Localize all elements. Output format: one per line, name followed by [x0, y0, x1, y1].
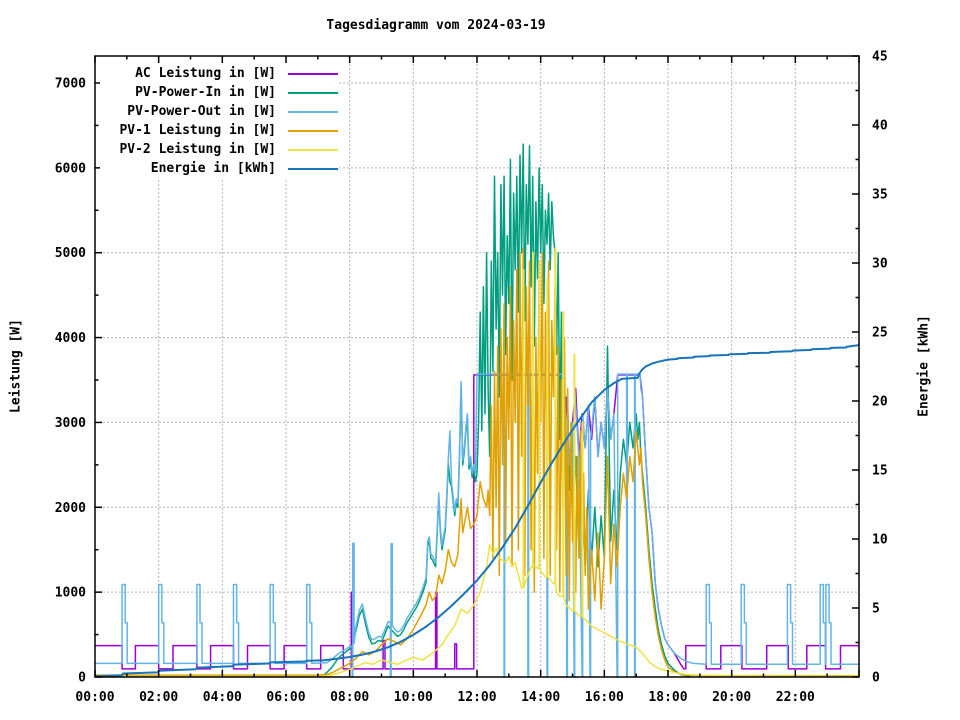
- y-right-tick-label: 40: [872, 119, 888, 134]
- legend-label: PV-Power-Out in [W]: [127, 104, 276, 119]
- y-right-tick-label: 25: [872, 326, 888, 341]
- legend-color-sample: [288, 110, 338, 113]
- series-pv_in: [322, 143, 691, 678]
- legend-item-pv2: PV-2 Leistung in [W]: [100, 140, 338, 159]
- legend-item-energie: Energie in [kWh]: [100, 159, 338, 178]
- y-right-tick-label: 20: [872, 395, 888, 410]
- y-left-tick-label: 1000: [55, 586, 86, 601]
- y-left-tick-label: 0: [78, 671, 86, 686]
- right-axis-label: Energie [kWh]: [916, 315, 932, 417]
- y-right-tick-label: 45: [872, 50, 888, 65]
- legend-item-pv_in: PV-Power-In in [W]: [100, 83, 338, 102]
- x-tick-label: 06:00: [266, 690, 305, 705]
- legend-color-sample: [288, 91, 338, 94]
- y-right-tick-label: 30: [872, 257, 888, 272]
- y-right-tick-label: 5: [872, 602, 880, 617]
- x-tick-label: 14:00: [521, 690, 560, 705]
- x-tick-label: 22:00: [776, 690, 815, 705]
- x-tick-label: 00:00: [75, 690, 114, 705]
- y-right-tick-label: 35: [872, 188, 888, 203]
- legend-item-pv1: PV-1 Leistung in [W]: [100, 121, 338, 140]
- y-left-tick-label: 5000: [55, 246, 86, 261]
- x-tick-label: 10:00: [394, 690, 433, 705]
- x-tick-label: 04:00: [203, 690, 242, 705]
- x-tick-label: 08:00: [330, 690, 369, 705]
- legend-color-sample: [288, 72, 338, 75]
- y-right-tick-label: 10: [872, 533, 888, 548]
- x-tick-label: 16:00: [585, 690, 624, 705]
- chart-title: Tagesdiagramm vom 2024-03-19: [326, 18, 546, 33]
- legend-label: PV-Power-In in [W]: [135, 85, 276, 100]
- y-right-tick-label: 15: [872, 464, 888, 479]
- x-tick-label: 18:00: [648, 690, 687, 705]
- legend-color-sample: [288, 148, 338, 151]
- legend-label: AC Leistung in [W]: [135, 66, 276, 81]
- x-tick-label: 12:00: [457, 690, 496, 705]
- legend-item-pv_out: PV-Power-Out in [W]: [100, 102, 338, 121]
- x-tick-label: 20:00: [712, 690, 751, 705]
- legend-color-sample: [288, 129, 338, 132]
- series-pv2: [95, 247, 860, 678]
- y-left-tick-label: 2000: [55, 501, 86, 516]
- legend-label: PV-1 Leistung in [W]: [119, 123, 276, 138]
- y-left-tick-label: 7000: [55, 77, 86, 92]
- series-energie: [94, 344, 860, 678]
- legend: AC Leistung in [W] PV-Power-In in [W] PV-P…: [100, 64, 338, 178]
- legend-label: PV-2 Leistung in [W]: [119, 142, 276, 157]
- left-axis-label: Leistung [W]: [8, 319, 24, 413]
- y-left-tick-label: 3000: [55, 416, 86, 431]
- legend-color-sample: [288, 167, 338, 170]
- y-right-tick-label: 0: [872, 671, 880, 686]
- x-tick-label: 02:00: [139, 690, 178, 705]
- y-left-tick-label: 4000: [55, 331, 86, 346]
- legend-label: Energie in [kWh]: [150, 161, 276, 176]
- legend-item-ac: AC Leistung in [W]: [100, 64, 338, 83]
- y-left-tick-label: 6000: [55, 161, 86, 176]
- series-pv_out: [95, 370, 859, 678]
